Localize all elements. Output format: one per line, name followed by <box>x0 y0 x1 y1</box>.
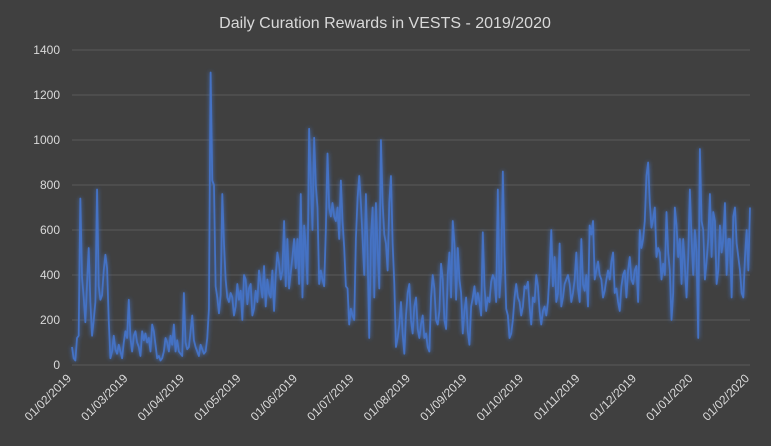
series-line-0 <box>71 71 751 362</box>
y-tick-label: 800 <box>40 178 60 192</box>
y-tick-label: 1200 <box>33 88 60 102</box>
y-tick-label: 0 <box>53 358 60 372</box>
y-tick-label: 600 <box>40 223 60 237</box>
y-tick-label: 200 <box>40 313 60 327</box>
chart-title: Daily Curation Rewards in VESTS - 2019/2… <box>219 15 551 32</box>
series-layer <box>71 71 751 362</box>
y-tick-label: 400 <box>40 268 60 282</box>
y-tick-label: 1000 <box>33 133 60 147</box>
y-tick-label: 1400 <box>33 43 60 57</box>
y-axis-tick-labels: 0 200 400 600 800 1000 1200 1400 <box>33 43 60 372</box>
